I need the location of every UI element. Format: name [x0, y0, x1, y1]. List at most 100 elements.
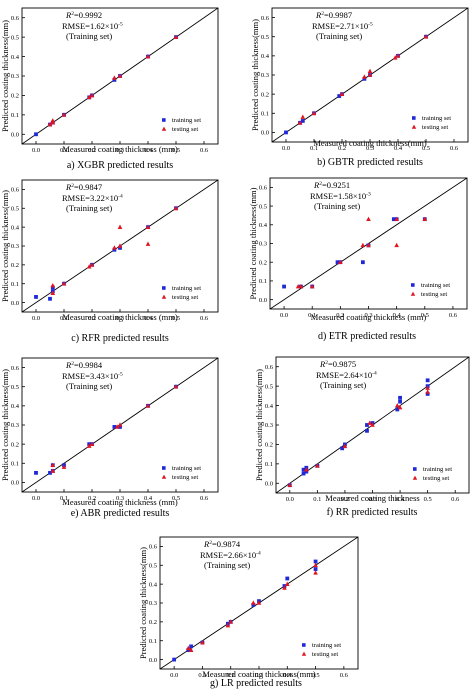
testing-point	[282, 585, 287, 590]
y-tick-label: 0.4	[259, 222, 268, 229]
y-tick-label: 0.4	[11, 54, 20, 61]
y-tick-label: 0.4	[261, 53, 270, 60]
x-axis-title: Measured coating thickness (mm)	[62, 312, 178, 322]
y-axis-title: Predicted coating thickness(mm)	[138, 547, 148, 659]
y-tick-label: 0.3	[11, 243, 19, 250]
training-point	[172, 657, 177, 662]
x-tick-label: 0.5	[172, 147, 180, 154]
legend-label-testing: testing set	[172, 474, 198, 481]
testing-point	[304, 467, 309, 472]
y-tick-label: 0.2	[11, 262, 19, 269]
legend-label-training: training set	[172, 117, 201, 124]
y-tick-label: 0.6	[11, 15, 20, 22]
training-point	[360, 260, 365, 265]
legend: training set testing set	[161, 285, 201, 301]
legend-marker-testing	[161, 294, 167, 299]
y-tick-label: 0.5	[261, 34, 269, 41]
y-tick-label: 0.2	[11, 441, 19, 448]
r2-annotation: R2=0.9847	[65, 182, 102, 192]
x-tick-label: 0.0	[280, 312, 288, 319]
testing-point	[112, 245, 117, 250]
training-point	[391, 217, 396, 222]
x-tick-label: 0.1	[310, 145, 318, 152]
legend-label-training: training set	[172, 465, 201, 472]
set-label: (Training set)	[316, 31, 362, 41]
r2-annotation: R2=0.9874	[203, 539, 241, 549]
testing-point	[300, 114, 306, 119]
x-tick-label: 0.0	[170, 672, 178, 679]
testing-point	[145, 53, 151, 59]
x-tick-label: 0.0	[32, 147, 40, 154]
legend-marker-training	[413, 467, 417, 471]
testing-point	[395, 402, 400, 408]
r2-superscript: 2	[321, 11, 324, 17]
x-tick-label: 0.3	[368, 496, 376, 503]
testing-point	[117, 422, 123, 427]
y-tick-label: 0.6	[261, 15, 270, 22]
training-point	[251, 602, 256, 607]
x-tick-label: 0.0	[286, 496, 294, 503]
testing-point	[338, 259, 343, 265]
legend-marker-testing	[410, 291, 416, 296]
legend-label-testing: testing set	[172, 294, 198, 301]
x-tick-label: 0.6	[200, 147, 209, 154]
y-tick-label: 0.2	[265, 442, 273, 449]
rmse-value: RMSE=2.66×10	[200, 550, 256, 560]
y-tick-label: 0.4	[149, 581, 158, 588]
x-tick-label: 0.5	[172, 495, 180, 502]
testing-point	[61, 112, 67, 117]
rmse-exponent: -5	[118, 22, 123, 28]
training-point	[300, 119, 305, 123]
x-axis-title: Measured coating thickness(mm)	[202, 669, 315, 679]
set-label: (Training set)	[320, 380, 366, 390]
rmse-value: RMSE=2.64×10	[316, 370, 372, 380]
legend: training set testing set	[410, 282, 450, 298]
testing-point	[145, 241, 151, 246]
r2-symbol: R	[319, 359, 326, 369]
training-point	[189, 644, 194, 649]
training-point	[304, 469, 309, 474]
testing-point	[86, 264, 92, 269]
x-tick-label: 0.1	[308, 312, 316, 319]
r2-value: =0.9847	[74, 182, 102, 192]
y-tick-label: 0.5	[11, 34, 19, 41]
panel-caption: f) RR predicted results	[327, 507, 418, 518]
x-tick-label: 0.2	[341, 496, 349, 503]
x-tick-label: 0.2	[338, 145, 346, 152]
x-tick-label: 0.6	[340, 672, 349, 679]
x-tick-label: 0.5	[172, 315, 180, 322]
rmse-value: RMSE=1.58×10	[310, 191, 366, 201]
r2-superscript: 2	[71, 11, 74, 17]
x-tick-label: 0.4	[283, 672, 292, 679]
training-point	[118, 425, 122, 429]
x-axis-title: Measured coating thickness (mm)	[311, 312, 427, 322]
training-point	[365, 428, 369, 433]
x-tick-label: 0.3	[364, 312, 372, 319]
training-point	[301, 467, 306, 472]
panel-caption: b) GBTR predicted results	[317, 157, 423, 168]
x-axis-title: Measured coating thickness (mm)	[62, 497, 178, 507]
testing-point	[225, 623, 231, 628]
testing-point	[86, 443, 92, 448]
y-axis-title: Predicted coating thickness(mm)	[0, 369, 10, 481]
y-tick-label: 0.1	[259, 278, 267, 285]
panel-caption: a) XGBR predicted results	[67, 160, 173, 171]
testing-point	[298, 283, 304, 289]
testing-point	[50, 462, 56, 467]
y-tick-label: 0.0	[259, 297, 267, 304]
testing-point	[89, 262, 95, 267]
testing-point	[425, 389, 430, 394]
y-axis-title: Predicted coating thickness(mm)	[248, 187, 258, 299]
testing-point	[228, 619, 234, 624]
training-point	[313, 567, 318, 571]
set-label: (Training set)	[66, 31, 112, 41]
x-tick-label: 0.5	[422, 145, 430, 152]
training-point	[48, 296, 52, 301]
y-tick-label: 0.3	[261, 72, 269, 79]
x-tick-label: 0.3	[116, 315, 124, 322]
y-tick-label: 0.3	[11, 422, 19, 429]
rmse-exponent: -5	[368, 22, 373, 28]
legend: training set testing set	[412, 466, 452, 482]
